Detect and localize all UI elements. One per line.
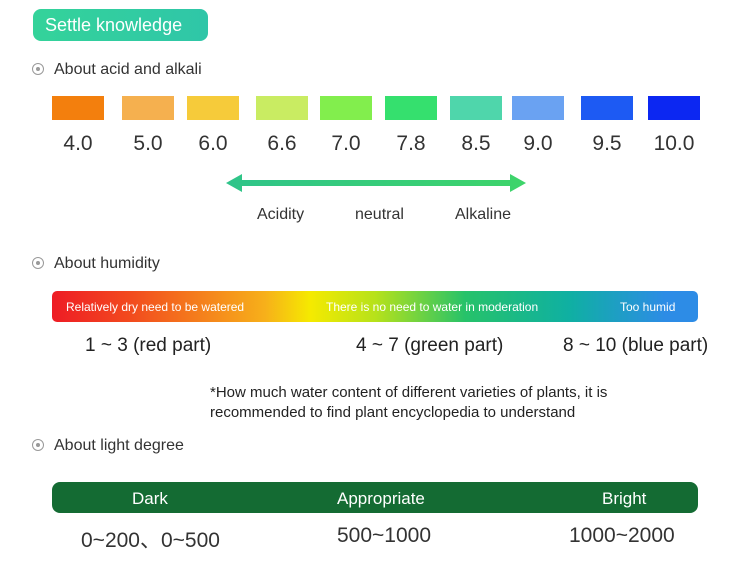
- light-range-bright: 1000~2000: [569, 524, 675, 547]
- section-light: About light degree: [32, 436, 184, 456]
- bullet-circle-icon: [32, 439, 44, 451]
- ph-label: 9.0: [523, 132, 553, 155]
- humidity-gradient-bar: [52, 291, 698, 322]
- bullet-circle-icon: [32, 257, 44, 269]
- ph-swatch: [648, 96, 700, 120]
- ph-label: 4.0: [63, 132, 93, 155]
- light-header-bar: [52, 482, 698, 513]
- humidity-range-red: 1 ~ 3 (red part): [85, 335, 212, 356]
- ph-label: 10.0: [653, 132, 695, 155]
- bullet-circle-icon: [32, 63, 44, 75]
- humidity-moderate-text: There is no need to water in moderation: [326, 300, 539, 314]
- humidity-dry-text: Relatively dry need to be watered: [66, 300, 245, 314]
- ph-swatch: [187, 96, 239, 120]
- light-range-appropriate: 500~1000: [337, 524, 432, 547]
- humidity-range-green: 4 ~ 7 (green part): [356, 335, 504, 356]
- ph-label: 6.0: [198, 132, 228, 155]
- ph-label: 8.5: [461, 132, 491, 155]
- page-title: Settle knowledge: [33, 9, 208, 41]
- humidity-note: *How much water content of different var…: [210, 384, 608, 421]
- ph-swatch: [256, 96, 308, 120]
- scale-neutral: neutral: [355, 206, 404, 223]
- double-arrow-icon: [226, 174, 526, 192]
- ph-swatch: [512, 96, 564, 120]
- section-acid-title: About acid and alkali: [54, 61, 202, 78]
- section-light-title: About light degree: [54, 437, 184, 454]
- humidity-range-blue: 8 ~ 10 (blue part): [563, 335, 709, 356]
- light-dark-label: Dark: [132, 489, 168, 508]
- ph-label: 9.5: [592, 132, 622, 155]
- section-acid-alkali: About acid and alkali: [32, 60, 202, 80]
- section-humidity-title: About humidity: [54, 255, 160, 272]
- ph-swatch: [581, 96, 633, 120]
- ph-label: 7.0: [331, 132, 361, 155]
- light-appropriate-label: Appropriate: [337, 489, 425, 508]
- ph-swatch: [450, 96, 502, 120]
- ph-label: 6.6: [267, 132, 297, 155]
- ph-swatch: [385, 96, 437, 120]
- scale-alkaline: Alkaline: [455, 206, 512, 223]
- ph-label: 5.0: [133, 132, 163, 155]
- section-humidity: About humidity: [32, 254, 160, 274]
- light-range-dark: 0~200、0~500: [81, 529, 220, 552]
- humidity-humid-text: Too humid: [620, 300, 676, 314]
- ph-swatch: [320, 96, 372, 120]
- ph-label: 7.8: [396, 132, 426, 155]
- light-bright-label: Bright: [602, 489, 647, 508]
- ph-swatch: [52, 96, 104, 120]
- scale-acidity: Acidity: [257, 206, 305, 223]
- ph-swatch: [122, 96, 174, 120]
